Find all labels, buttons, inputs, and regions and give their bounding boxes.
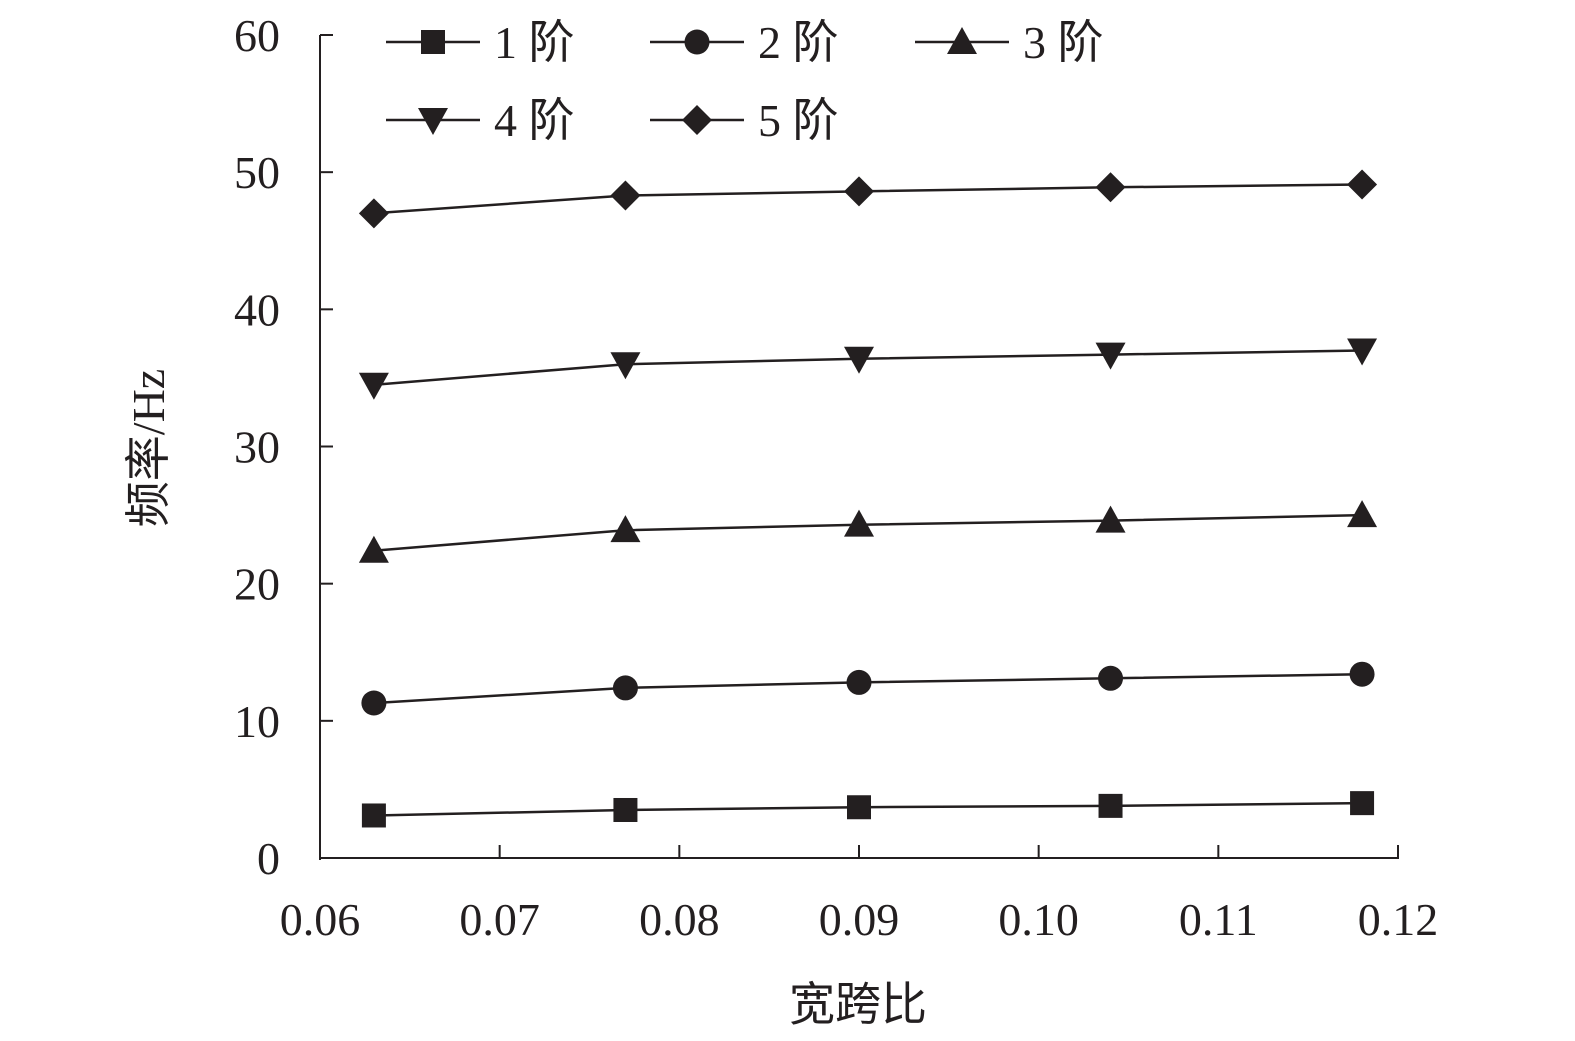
- y-tick-label: 60: [234, 10, 280, 61]
- data-point: [1347, 500, 1378, 528]
- data-point: [1349, 661, 1375, 687]
- legend-marker: [421, 30, 445, 54]
- legend-label: 4 阶: [494, 95, 575, 146]
- y-tick-label: 40: [234, 284, 280, 335]
- legend-label: 5 阶: [758, 95, 839, 146]
- y-tick-label: 10: [234, 696, 280, 747]
- data-point: [1095, 342, 1126, 370]
- x-tick-label: 0.10: [998, 894, 1079, 945]
- data-point: [1347, 338, 1378, 366]
- data-point: [358, 372, 389, 400]
- legend-item: 1 阶: [386, 17, 575, 68]
- data-point: [847, 795, 871, 820]
- legend-item: 3 阶: [915, 17, 1104, 68]
- data-point: [613, 797, 638, 822]
- legend-item: 2 阶: [650, 17, 839, 68]
- axes: 0 10 20 30 40 50 60 0.06 0.07 0.08 0.09 0.10 0.11 0.1…: [234, 10, 1438, 945]
- legend-marker: [684, 29, 710, 55]
- data-point: [1098, 665, 1124, 691]
- legend-marker: [682, 105, 712, 135]
- data-point: [844, 346, 874, 374]
- y-tick-label: 20: [234, 559, 280, 610]
- x-tick-label: 0.06: [280, 894, 361, 945]
- x-tick-label: 0.12: [1358, 894, 1439, 945]
- data-point: [1095, 172, 1126, 203]
- y-tick-label: 30: [234, 422, 280, 473]
- y-tick-label: 0: [257, 833, 280, 884]
- data-point: [1098, 793, 1123, 818]
- legend-marker: [947, 27, 977, 54]
- data-point: [361, 803, 386, 828]
- data-point: [844, 176, 874, 207]
- data-point: [358, 198, 389, 229]
- series-3: [358, 500, 1378, 563]
- y-tick-label: 50: [234, 147, 280, 198]
- legend: 1 阶 2 阶 3 阶 4 阶 5 阶: [386, 17, 1104, 146]
- data-point: [361, 690, 387, 716]
- legend-item: 4 阶: [386, 95, 575, 146]
- data-point: [846, 669, 872, 695]
- series-5: [358, 169, 1378, 229]
- data-point: [612, 675, 638, 701]
- data-point: [1095, 505, 1126, 533]
- series-layer: [358, 169, 1378, 828]
- data-point: [358, 535, 389, 563]
- series-1: [361, 791, 1375, 828]
- legend-label: 2 阶: [758, 17, 839, 68]
- x-tick-label: 0.11: [1179, 894, 1258, 945]
- series-4: [358, 338, 1378, 400]
- data-point: [610, 352, 641, 380]
- y-axis-title: 频率/Hz: [123, 369, 174, 527]
- legend-label: 3 阶: [1023, 17, 1104, 68]
- legend-label: 1 阶: [494, 17, 575, 68]
- legend-item: 5 阶: [650, 95, 839, 146]
- data-point: [844, 509, 874, 537]
- x-tick-label: 0.07: [459, 894, 540, 945]
- x-axis-title: 宽跨比: [789, 979, 927, 1030]
- x-tick-label: 0.08: [639, 894, 720, 945]
- data-point: [1347, 169, 1378, 200]
- legend-marker: [418, 108, 448, 135]
- series-2: [361, 661, 1375, 716]
- data-point: [610, 180, 641, 211]
- data-point: [1350, 791, 1375, 816]
- data-point: [610, 515, 641, 543]
- x-tick-label: 0.09: [819, 894, 900, 945]
